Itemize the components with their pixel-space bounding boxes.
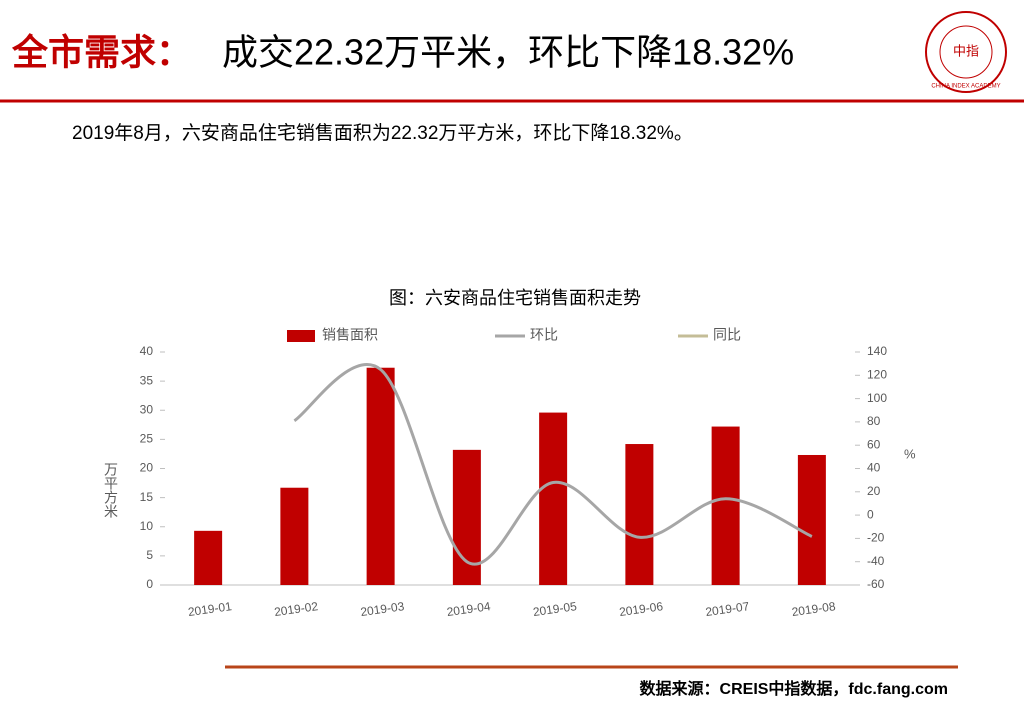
legend-label: 销售面积 (322, 327, 378, 343)
y-axis-label: 万平方米 (103, 462, 119, 518)
bar (366, 367, 395, 585)
y2-tick-label: -40 (867, 554, 885, 568)
y-tick-label: 15 (140, 490, 154, 504)
bar (711, 426, 740, 585)
y-tick-label: 5 (146, 548, 153, 562)
y2-tick-label: 80 (867, 414, 881, 428)
y-tick-label: 25 (140, 432, 154, 446)
y2-tick-label: 0 (867, 507, 874, 521)
x-tick-label: 2019-08 (791, 599, 837, 619)
chart-title: 图：六安商品住宅销售面积走势 (389, 288, 641, 308)
x-tick-label: 2019-03 (360, 599, 406, 619)
y2-tick-label: -60 (867, 577, 885, 591)
legend-label: 环比 (530, 327, 558, 343)
y-tick-label: 40 (140, 344, 154, 358)
summary: 2019年8月，六安商品住宅销售面积为22.32万平方米，环比下降18.32%。 (72, 122, 693, 144)
x-tick-label: 2019-01 (187, 599, 233, 619)
y-tick-label: 0 (146, 577, 153, 591)
bar (539, 412, 568, 585)
bar (194, 530, 223, 585)
x-tick-label: 2019-02 (273, 599, 319, 619)
y-tick-label: 20 (140, 461, 154, 475)
x-tick-label: 2019-07 (705, 599, 751, 619)
logo-text: CHINA INDEX ACADEMY (931, 84, 1000, 90)
logo: 中指 CHINA INDEX ACADEMY (925, 11, 1007, 93)
y-tick-label: 30 (140, 402, 154, 416)
y2-tick-label: -20 (867, 531, 885, 545)
x-tick-label: 2019-04 (446, 599, 492, 619)
legend-label: 同比 (713, 327, 741, 343)
y2-tick-label: 120 (867, 367, 887, 381)
title-prefix: 全市需求： (11, 32, 192, 73)
title: 成交22.32万平米，环比下降18.32% (222, 32, 794, 73)
bar (625, 444, 654, 585)
legend-swatch (287, 330, 315, 342)
bar (280, 487, 309, 585)
y2-tick-label: 40 (867, 461, 881, 475)
y2-tick-label: 140 (867, 344, 887, 358)
source: 数据来源：CREIS中指数据，fdc.fang.com (640, 679, 948, 698)
logo-center: 中指 (953, 43, 979, 58)
y2-tick-label: 100 (867, 391, 887, 405)
y2-tick-label: 60 (867, 437, 881, 451)
y-tick-label: 10 (140, 519, 154, 533)
x-tick-label: 2019-05 (532, 599, 578, 619)
bar (797, 454, 826, 585)
y2-axis-label: % (904, 446, 916, 461)
x-tick-label: 2019-06 (618, 599, 664, 619)
line (293, 363, 813, 566)
y2-tick-label: 20 (867, 484, 881, 498)
y-tick-label: 35 (140, 373, 154, 387)
